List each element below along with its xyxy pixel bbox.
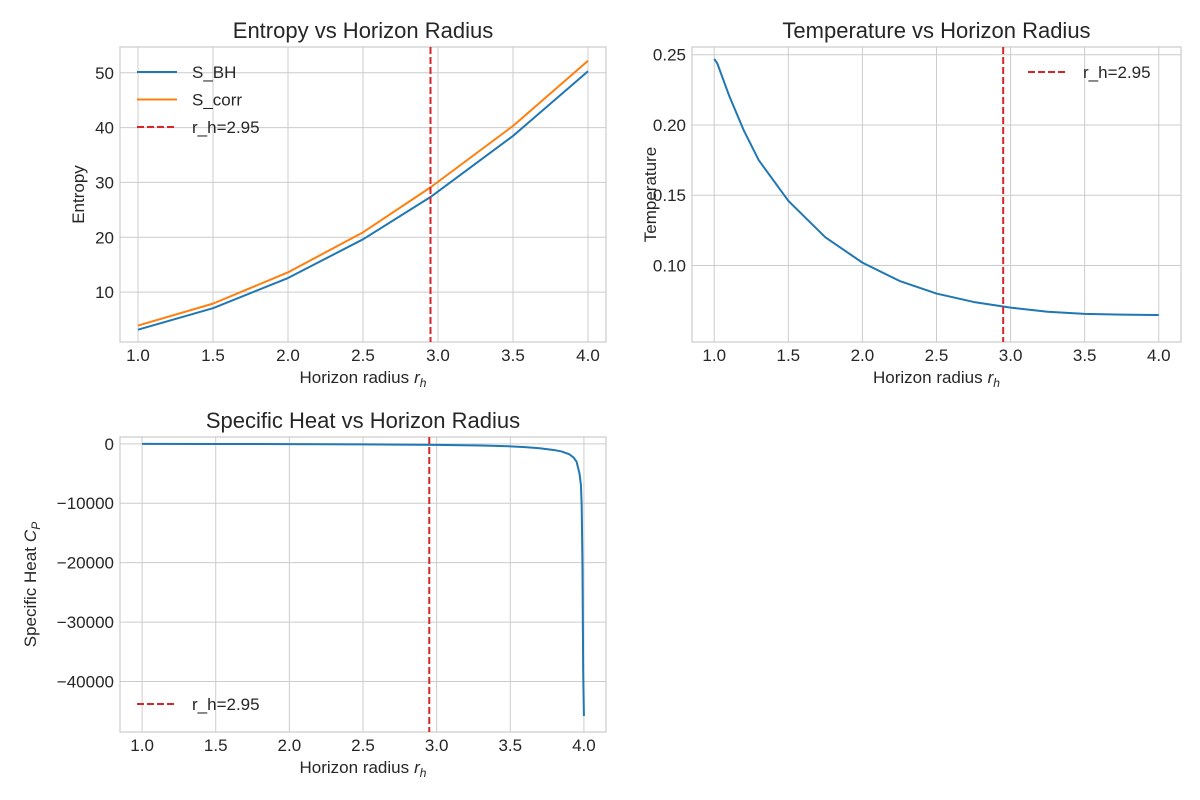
x-tick-label: 3.0 xyxy=(999,346,1023,365)
x-tick-label: 4.0 xyxy=(1147,346,1171,365)
x-tick-label: 1.0 xyxy=(130,736,154,755)
legend: r_h=2.95 xyxy=(137,695,260,714)
x-tick-label: 1.0 xyxy=(126,346,150,365)
plot-frame xyxy=(119,46,607,343)
specific-heat-chart: 1.0 1.5 2.0 2.5 3.0 3.5 4.0 0 −10000 −20000 −30000… xyxy=(21,408,607,780)
temperature-chart: 1.0 1.5 2.0 2.5 3.0 3.5 4.0 0.10 0.15 0.20 0.25 Tem… xyxy=(641,18,1182,390)
y-tick-label: 10 xyxy=(95,283,114,302)
x-axis-label: Horizon radius rh xyxy=(873,368,1000,390)
series-line-s-corr xyxy=(137,59,589,327)
y-tick-label: 0.15 xyxy=(653,186,686,205)
y-tick-label: −10000 xyxy=(57,494,114,513)
entropy-chart: 1.0 1.5 2.0 2.5 3.0 3.5 4.0 10 20 30 40 50 Entropy v… xyxy=(69,18,607,390)
y-tick-label: 30 xyxy=(95,173,114,192)
legend-label: r_h=2.95 xyxy=(192,118,260,137)
series-line-series-0 xyxy=(142,442,585,716)
y-tick-label: 0.25 xyxy=(653,46,686,65)
legend-label: r_h=2.95 xyxy=(192,695,260,714)
legend-label: S_BH xyxy=(192,63,236,82)
x-tick-label: 2.5 xyxy=(351,346,375,365)
x-axis-label: Horizon radius rh xyxy=(300,758,427,780)
x-tick-label: 1.0 xyxy=(702,346,726,365)
y-tick-label: −40000 xyxy=(57,672,114,691)
x-tick-label: 1.5 xyxy=(204,736,228,755)
chart-title: Entropy vs Horizon Radius xyxy=(233,18,493,43)
y-tick-label: 0.10 xyxy=(653,256,686,275)
legend: r_h=2.95 xyxy=(1028,63,1151,82)
plot-frame xyxy=(119,436,607,733)
series-line-s-bh xyxy=(137,70,589,331)
x-tick-label: 3.5 xyxy=(501,346,525,365)
series-line-series-0 xyxy=(713,58,1159,317)
x-tick-label: 2.0 xyxy=(276,346,300,365)
data-layer xyxy=(142,437,585,732)
y-tick-label: 50 xyxy=(95,64,114,83)
y-tick-label: −20000 xyxy=(57,554,114,573)
x-tick-label: 2.0 xyxy=(278,736,302,755)
y-tick-label: 0 xyxy=(105,435,114,454)
chart-title: Specific Heat vs Horizon Radius xyxy=(206,408,520,433)
y-axis-label: Temperature xyxy=(641,147,660,242)
data-layer xyxy=(137,47,589,342)
x-tick-label: 3.0 xyxy=(426,346,450,365)
legend-label: r_h=2.95 xyxy=(1083,63,1151,82)
plot-frame xyxy=(691,46,1182,343)
legend: S_BH S_corr r_h=2.95 xyxy=(137,63,260,137)
x-axis-label: Horizon radius rh xyxy=(300,368,427,390)
y-tick-label: −30000 xyxy=(57,613,114,632)
y-tick-label: 0.20 xyxy=(653,116,686,135)
x-tick-label: 3.0 xyxy=(425,736,449,755)
legend-label: S_corr xyxy=(192,91,242,110)
y-axis-label: Entropy xyxy=(69,165,88,224)
data-layer xyxy=(713,47,1159,342)
x-tick-label: 3.5 xyxy=(498,736,522,755)
x-tick-label: 2.0 xyxy=(851,346,875,365)
x-tick-label: 4.0 xyxy=(572,736,596,755)
x-tick-label: 2.5 xyxy=(925,346,949,365)
x-tick-label: 4.0 xyxy=(576,346,600,365)
x-tick-label: 3.5 xyxy=(1073,346,1097,365)
x-tick-label: 1.5 xyxy=(776,346,800,365)
y-tick-label: 20 xyxy=(95,228,114,247)
y-axis-label: Specific HeatCP xyxy=(21,522,43,647)
x-tick-label: 2.5 xyxy=(351,736,375,755)
y-tick-label: 40 xyxy=(95,119,114,138)
x-tick-label: 1.5 xyxy=(201,346,225,365)
chart-title: Temperature vs Horizon Radius xyxy=(782,18,1090,43)
